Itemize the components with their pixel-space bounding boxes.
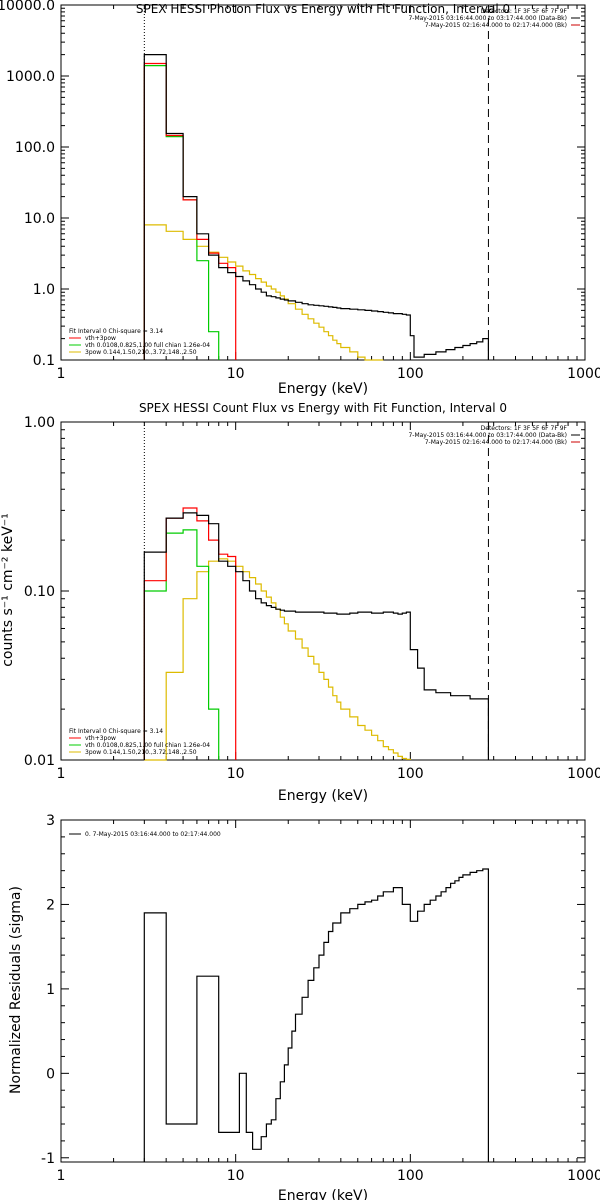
header-line: 7-May-2015 03:16:44.000 to 03:17:44.000 …: [408, 15, 567, 22]
x-tick-label: 1000: [567, 1168, 600, 1184]
residuals-chart: Energy (keV) Normalized Residuals (sigma…: [8, 813, 600, 1204]
y-tick-label: 1.00: [24, 415, 55, 431]
y-tick-label: 100.0: [15, 140, 55, 156]
y-tick-label: 1: [46, 982, 55, 998]
y-tick-label: 1.0: [33, 282, 55, 298]
count-flux-chart: SPEX HESSI Count Flux vs Energy with Fit…: [0, 401, 600, 804]
x-tick-label: 1: [57, 366, 66, 382]
residuals-xlabel: Energy (keV): [278, 1188, 368, 1200]
y-tick-label: 2: [46, 897, 55, 913]
y-tick-label: 10.0: [24, 211, 55, 227]
x-tick-label: 1000: [567, 766, 600, 782]
plot-frame: [60, 421, 586, 761]
series-0: [143, 868, 489, 1162]
series-3pow: [144, 558, 411, 761]
count-flux-xlabel: Energy (keV): [278, 788, 368, 804]
x-tick-label: 10: [227, 366, 245, 382]
x-tick-label: 100: [397, 1168, 424, 1184]
series-vth: [143, 529, 220, 760]
photon-flux-chart: SPEX HESSI Photon Flux vs Energy with Fi…: [0, 0, 600, 397]
legend-entry: 3pow 0.144,1.50,210.,3.72,148.,2.50: [85, 349, 197, 356]
y-tick-label: 0: [46, 1066, 55, 1082]
series-vth: [143, 65, 220, 360]
x-tick-label: 10: [227, 766, 245, 782]
y-tick-label: -1: [41, 1151, 55, 1167]
header-line: 7-May-2015 02:16:44.000 to 02:17:44.000 …: [425, 22, 567, 29]
photon-flux-title: SPEX HESSI Photon Flux vs Energy with Fi…: [136, 2, 510, 16]
legend-entry: Fit Interval 0 Chi-square = 3.14: [69, 328, 163, 335]
legend-entry: vth 0.0108,0.825,1.00 full chian 1.26e-0…: [85, 742, 210, 749]
y-tick-label: 0.01: [24, 753, 55, 769]
x-tick-label: 1000: [567, 366, 600, 382]
series-data-bk: [143, 54, 489, 360]
plot-frame: [60, 819, 586, 1163]
y-tick-label: 0.10: [24, 584, 55, 600]
legend-entry: 0. 7-May-2015 03:16:44.000 to 02:17:44.0…: [85, 831, 221, 838]
header-line: Detectors: 1F 3F 5F 6F 7F 9F: [481, 8, 568, 15]
y-tick-label: 10000.0: [0, 0, 55, 14]
y-tick-label: 0.1: [33, 353, 55, 369]
series-vth-3pow: [143, 507, 237, 760]
x-tick-label: 100: [397, 766, 424, 782]
legend-entry: Fit Interval 0 Chi-square = 3.14: [69, 728, 163, 735]
legend-entry: vth 0.0108,0.825,1.00 full chian 1.26e-0…: [85, 342, 210, 349]
y-tick-label: 3: [46, 813, 55, 829]
legend-entry: vth+3pow: [85, 335, 116, 342]
header-line: Detectors: 1F 3F 5F 6F 7F 9F: [481, 425, 568, 432]
series-vth-3pow: [143, 62, 237, 360]
header-line: 7-May-2015 02:16:44.000 to 02:17:44.000 …: [425, 439, 567, 446]
x-tick-label: 1: [57, 1168, 66, 1184]
y-tick-label: 1000.0: [6, 69, 55, 85]
legend-entry: 3pow 0.144,1.50,210.,3.72,148.,2.50: [85, 749, 197, 756]
count-flux-ylabel: counts s⁻¹ cm⁻² keV⁻¹: [0, 513, 16, 667]
x-tick-label: 100: [397, 366, 424, 382]
photon-flux-xlabel: Energy (keV): [278, 381, 368, 397]
x-tick-label: 10: [227, 1168, 245, 1184]
x-tick-label: 1: [57, 766, 66, 782]
plot-frame: [60, 4, 586, 361]
residuals-ylabel: Normalized Residuals (sigma): [8, 886, 24, 1094]
count-flux-title: SPEX HESSI Count Flux vs Energy with Fit…: [139, 401, 507, 415]
series-data-bk: [143, 512, 489, 760]
legend-entry: vth+3pow: [85, 735, 116, 742]
header-line: 7-May-2015 03:16:44.000 to 03:17:44.000 …: [408, 432, 567, 439]
